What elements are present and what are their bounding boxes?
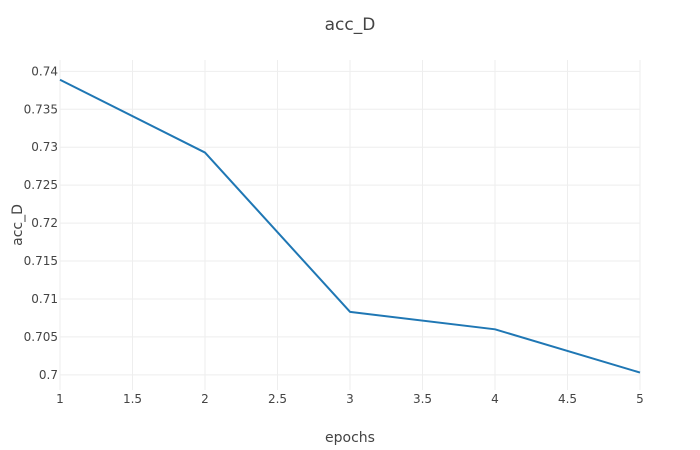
y-tick-label: 0.705 xyxy=(24,330,58,344)
x-tick-label: 2.5 xyxy=(268,392,287,406)
chart-title: acc_D xyxy=(325,15,376,35)
x-tick-label: 3 xyxy=(346,392,354,406)
series xyxy=(59,78,641,374)
x-axis-ticks: 1 1.5 2 2.5 3 3.5 4 4.5 5 xyxy=(56,392,644,406)
x-tick-label: 4 xyxy=(491,392,499,406)
x-tick-label: 1 xyxy=(56,392,64,406)
y-tick-label: 0.7 xyxy=(39,368,58,382)
x-tick-label: 4.5 xyxy=(558,392,577,406)
x-axis-title: epochs xyxy=(325,430,375,446)
y-tick-label: 0.735 xyxy=(24,102,58,116)
y-tick-label: 0.71 xyxy=(31,292,58,306)
x-tick-label: 5 xyxy=(636,392,644,406)
x-tick-label: 1.5 xyxy=(123,392,142,406)
y-tick-label: 0.725 xyxy=(24,178,58,192)
y-tick-label: 0.715 xyxy=(24,254,58,268)
x-tick-label: 2 xyxy=(201,392,209,406)
y-axis-ticks: 0.7 0.705 0.71 0.715 0.72 0.725 0.73 0.735 0.74 xyxy=(24,64,58,381)
series-line xyxy=(59,78,641,374)
y-tick-label: 0.72 xyxy=(31,216,58,230)
x-tick-label: 3.5 xyxy=(413,392,432,406)
y-tick-label: 0.74 xyxy=(31,64,58,78)
grid xyxy=(59,60,641,390)
y-axis-title: acc_D xyxy=(10,204,26,246)
y-tick-label: 0.73 xyxy=(31,140,58,154)
